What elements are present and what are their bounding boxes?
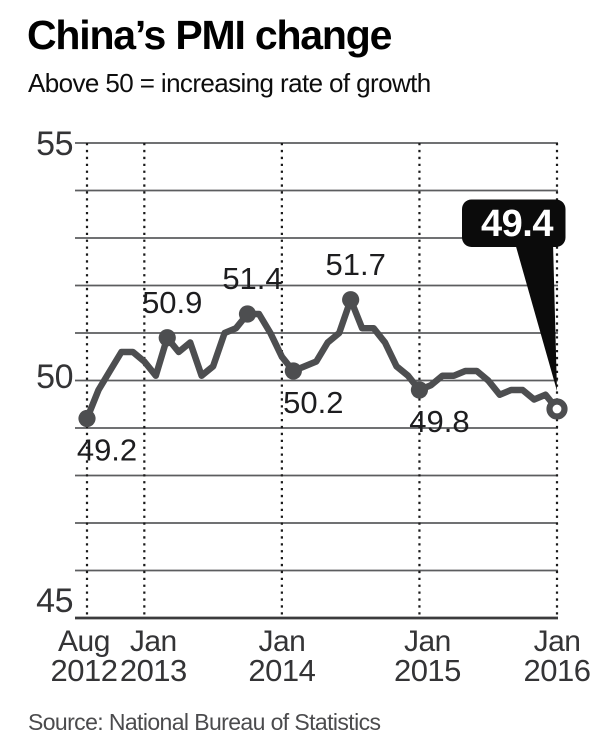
- data-point-marker-51.7: [342, 291, 360, 309]
- callout-tail: [515, 243, 557, 391]
- data-label-49.2: 49.2: [77, 433, 137, 468]
- data-label-49.8: 49.8: [409, 404, 469, 439]
- data-label-50.9: 50.9: [142, 285, 202, 320]
- data-point-marker-50.2: [284, 362, 302, 380]
- data-point-marker-50.9: [158, 329, 176, 347]
- x-tick-year-2013: 2013: [120, 653, 187, 688]
- x-tick-month-2015: Jan: [404, 625, 451, 658]
- y-tick-label-45: 45: [36, 582, 73, 620]
- x-tick-month-2012: Aug: [58, 625, 110, 658]
- x-tick-year-2016: 2016: [524, 653, 591, 688]
- data-point-marker-49.2: [78, 409, 96, 428]
- x-tick-year-2015: 2015: [394, 653, 461, 688]
- y-tick-label-50: 50: [36, 358, 73, 396]
- callout-value-label: 49.4: [481, 203, 553, 245]
- x-tick-year-2012: 2012: [51, 653, 118, 688]
- chart-subtitle: Above 50 = increasing rate of growth: [28, 68, 431, 98]
- chart-title: China’s PMI change: [27, 12, 392, 58]
- x-tick-year-2014: 2014: [248, 653, 315, 688]
- data-label-51.7: 51.7: [325, 247, 385, 282]
- x-tick-month-2014: Jan: [258, 625, 305, 658]
- latest-point-open-marker: [546, 398, 568, 420]
- x-tick-month-2016: Jan: [534, 625, 581, 658]
- callout-box: [462, 199, 566, 247]
- data-label-51.4: 51.4: [222, 261, 282, 296]
- data-point-marker-49.8: [410, 381, 429, 399]
- y-tick-label-55: 55: [36, 125, 73, 163]
- data-point-marker-51.4: [238, 305, 257, 323]
- data-label-50.2: 50.2: [283, 385, 343, 420]
- source-note: Source: National Bureau of Statistics: [28, 709, 381, 735]
- x-tick-month-2013: Jan: [130, 625, 177, 658]
